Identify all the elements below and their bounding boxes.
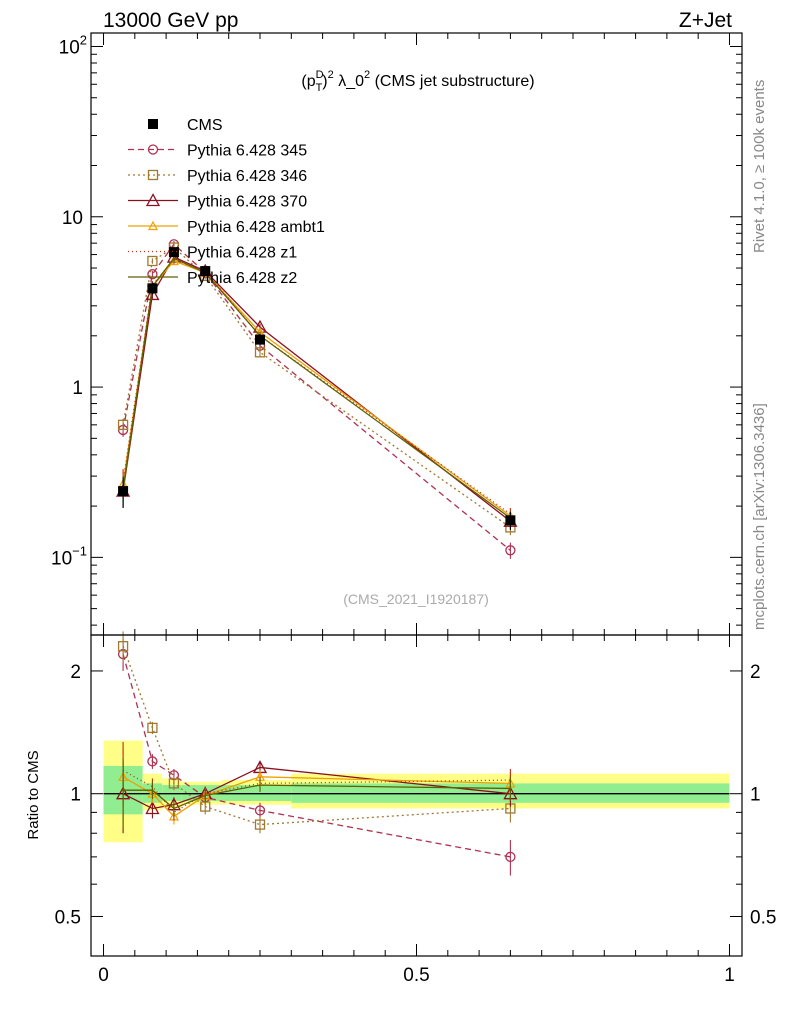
data-point: [118, 486, 129, 497]
data-point: [147, 255, 158, 267]
rivet-label: Rivet 4.1.0, ≥ 100k events: [751, 80, 768, 253]
ratio-ylabel: Ratio to CMS: [25, 750, 42, 839]
header-right: Z+Jet: [679, 9, 732, 32]
series-pythia-6-428-370: [115, 249, 518, 529]
data-point: [147, 756, 158, 767]
legend: CMS Pythia 6.428 345 Pythia 6.428 346 Pythi…: [128, 117, 325, 287]
header-left: 13000 GeV pp: [103, 9, 238, 32]
legend-label: Pythia 6.428 z2: [187, 270, 297, 287]
legend-entry-pythia-6-428-ambt1: Pythia 6.428 ambt1: [128, 219, 325, 236]
line-pythia-6-428-345: [122, 243, 511, 551]
title-lambda: λ_0: [334, 73, 364, 90]
title-sup-2b: 2: [364, 69, 370, 81]
ratio-line-pythia-6-428-346: [122, 645, 511, 826]
data-point: [147, 722, 158, 734]
ratio-line-pythia-6-428-z2: [123, 784, 511, 810]
legend-marker: [148, 220, 158, 231]
ratio-y-tick-label-right: 0.5: [750, 907, 776, 928]
line-pythia-6-428-370: [122, 256, 511, 522]
series-pythia-6-428-z1: [122, 255, 511, 521]
line-pythia-6-428-346: [122, 246, 511, 528]
data-point: [117, 419, 129, 430]
legend-label: Pythia 6.428 370: [187, 194, 307, 211]
data-point: [505, 545, 516, 556]
title-rest: (CMS jet substructure): [370, 73, 534, 90]
x-tick-label: 1: [724, 965, 735, 986]
legend-marker: [148, 119, 158, 129]
data-point: [145, 287, 160, 301]
data-point: [117, 641, 129, 652]
legend-entry-pythia-6-428-346: Pythia 6.428 346: [128, 168, 307, 185]
y-tick-label: 1: [72, 378, 83, 399]
ratio-y-tick-label-right: 1: [750, 785, 761, 806]
data-point: [254, 347, 266, 358]
legend-label: CMS: [187, 117, 223, 134]
ratio-line-pythia-6-428-ambt1: [122, 776, 511, 818]
x-tick-label: 0.5: [403, 965, 429, 986]
legend-marker: [145, 193, 161, 207]
y-tick-label: 10−1: [51, 543, 87, 569]
title-close: ): [322, 73, 327, 90]
watermark: (CMS_2021_I1920187): [343, 591, 489, 607]
y-tick-label: 10: [62, 208, 83, 229]
data-point: [255, 334, 266, 345]
series-pythia-6-428-ambt1: [118, 255, 516, 523]
line-pythia-6-428-z2: [122, 257, 511, 519]
data-point: [200, 266, 211, 277]
ratio-y-tick-label: 2: [70, 662, 81, 683]
legend-entry-pythia-6-428-370: Pythia 6.428 370: [128, 193, 307, 211]
data-point: [147, 269, 158, 280]
ratio-line-pythia-6-428-370: [122, 766, 511, 810]
line-pythia-6-428-ambt1: [122, 260, 511, 517]
title-sup-d: D: [316, 69, 324, 81]
legend-label: Pythia 6.428 345: [187, 143, 307, 160]
series-pythia-6-428-346: [117, 242, 516, 536]
legend-entry-pythia-6-428-345: Pythia 6.428 345: [128, 143, 307, 160]
data-point: [147, 283, 158, 294]
data-point: [168, 778, 180, 789]
data-point: [254, 819, 266, 830]
ratio-line-pythia-6-428-345: [122, 653, 511, 858]
legend-label: Pythia 6.428 z1: [187, 245, 297, 262]
legend-label: Pythia 6.428 ambt1: [187, 219, 325, 236]
data-point: [505, 851, 516, 863]
series-pythia-6-428-z2: [122, 254, 511, 525]
data-point: [254, 805, 266, 816]
uncertainty-band-inner: [162, 785, 182, 801]
data-point: [505, 515, 516, 526]
mcplots-label: mcplots.cern.ch [arXiv:1306.3436]: [751, 403, 768, 630]
ratio-y-tick-label: 0.5: [55, 907, 81, 928]
title-sup-2: 2: [328, 69, 334, 81]
ratio-y-tick-label-right: 2: [750, 662, 761, 683]
title-p: (p: [301, 73, 315, 90]
uncertainty-band-inner: [181, 785, 221, 801]
legend-entry-pythia-6-428-z1: Pythia 6.428 z1: [128, 245, 297, 262]
legend-entry-pythia-6-428-z2: Pythia 6.428 z2: [128, 270, 297, 287]
ratio-plot-panel: 0.5 0.5 1 1 2 2 0 0.5 1 Ratio to CMS: [25, 631, 776, 986]
data-point: [145, 801, 160, 815]
legend-entry-cms: CMS: [148, 117, 223, 134]
title-sub-t: T: [316, 82, 323, 94]
legend-label: Pythia 6.428 346: [187, 168, 307, 185]
plot-title: (pD T)2 λ_02 (CMS jet substructure): [301, 69, 534, 94]
ratio-y-tick-label: 1: [70, 785, 81, 806]
ratio-series-pythia-6-428-z2: [122, 758, 511, 829]
x-tick-label: 0: [98, 965, 109, 986]
data-point: [168, 247, 179, 258]
uncertainty-band-inner: [220, 785, 292, 801]
y-tick-label: 102: [59, 32, 87, 58]
legend-marker: [147, 144, 159, 155]
series-cms: [118, 247, 516, 530]
ratio-line-pythia-6-428-z1: [122, 769, 511, 814]
series-pythia-6-428-345: [117, 239, 516, 559]
ratio-series-pythia-6-428-345: [117, 638, 516, 876]
legend-marker: [147, 169, 159, 181]
